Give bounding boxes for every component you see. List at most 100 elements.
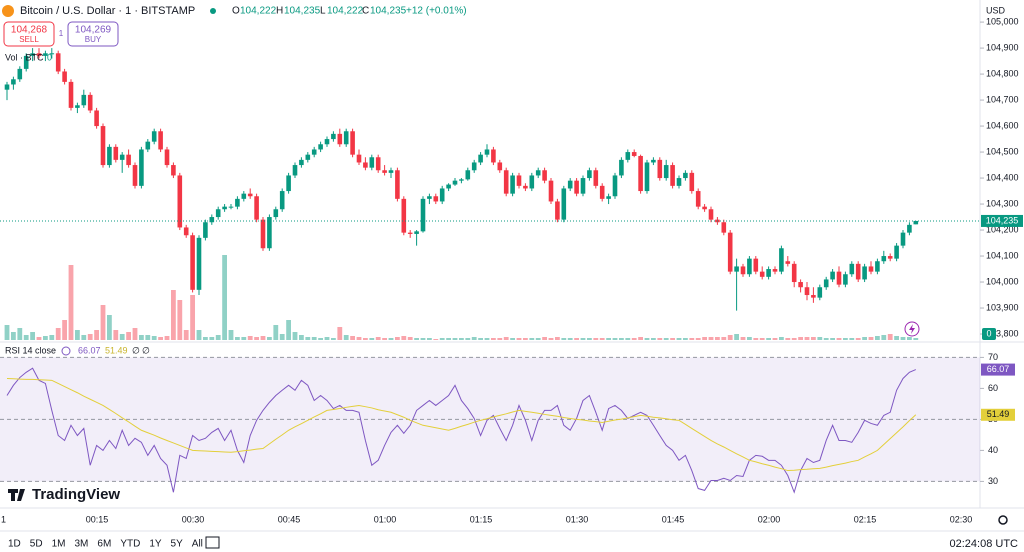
candle-body	[228, 206, 234, 208]
volume-bar	[158, 337, 163, 340]
volume-bar	[836, 338, 842, 340]
period-button[interactable]: 1Y	[149, 539, 162, 550]
volume-bar	[139, 335, 144, 340]
volume-bar	[881, 335, 887, 340]
volume-bar	[305, 337, 311, 340]
period-button[interactable]: 6M	[97, 539, 111, 550]
candle-body	[62, 71, 67, 82]
candle-body	[273, 209, 279, 218]
period-button[interactable]: 5Y	[171, 539, 184, 550]
volume-bar	[599, 338, 605, 340]
volume-bar	[631, 338, 637, 340]
volume-bar	[177, 300, 183, 340]
volume-bar	[535, 338, 541, 340]
candle-body	[510, 175, 515, 194]
candle-body	[695, 191, 701, 207]
candle-body	[497, 162, 503, 171]
period-button[interactable]: YTD	[120, 539, 140, 550]
calendar-icon[interactable]	[205, 536, 220, 549]
y-tick-label: 30	[988, 476, 998, 486]
volume-bar	[145, 335, 151, 340]
candle-body	[107, 146, 112, 166]
volume-bar	[471, 337, 477, 340]
candle-body	[766, 269, 771, 277]
candle-body	[446, 184, 451, 189]
volume-bar	[318, 338, 323, 340]
high: 104,235	[284, 6, 321, 17]
candle-body	[651, 159, 656, 163]
volume-bar	[900, 337, 906, 340]
volume-bar	[638, 337, 643, 340]
candle-body	[75, 105, 80, 108]
volume-bar	[811, 337, 816, 340]
period-button[interactable]: 1M	[52, 539, 66, 550]
candle-body	[247, 193, 253, 197]
volume-bar	[753, 338, 759, 340]
candle-body	[516, 175, 522, 186]
candle-body	[561, 188, 567, 220]
brand: TradingView	[32, 486, 120, 503]
candle-body	[420, 198, 426, 232]
volume-bar	[567, 338, 573, 340]
volume-bar	[689, 338, 695, 340]
candle-body	[638, 155, 643, 192]
candle-body	[299, 159, 304, 166]
buy-button[interactable]	[67, 21, 119, 47]
volume-bar	[209, 337, 215, 340]
candle-body	[587, 170, 592, 179]
settings-icon[interactable]	[998, 515, 1008, 525]
clock: 02:24:08 UTC	[950, 538, 1019, 550]
x-tick-label: 02:15	[854, 514, 877, 524]
y-tick-label: 60	[988, 383, 998, 393]
volume-bar	[203, 337, 208, 340]
x-tick-label: 00:45	[278, 514, 301, 524]
candle-body	[87, 94, 93, 111]
volume-value: 0	[47, 52, 52, 62]
y-tick-label: 104,700	[986, 94, 1019, 104]
volume-bar	[363, 338, 368, 340]
candle-body	[721, 222, 727, 233]
volume-bar	[734, 334, 739, 340]
y-tick-label: 104,000	[986, 276, 1019, 286]
candle-body	[875, 261, 880, 272]
x-tick-label: 01:45	[662, 514, 685, 524]
x-tick-label: 01:30	[566, 514, 589, 524]
candle-body	[331, 133, 336, 140]
candle-body	[337, 133, 343, 145]
candle-body	[900, 232, 906, 246]
volume-bar	[55, 328, 61, 340]
rsi-tag	[981, 363, 1015, 376]
volume-bar	[369, 338, 375, 340]
period-button[interactable]: All	[192, 539, 203, 550]
candle-body	[196, 237, 202, 290]
volume-bar	[555, 337, 560, 340]
x-tick-label: 01:15	[470, 514, 493, 524]
period-button[interactable]: 5D	[30, 539, 43, 550]
candle-body	[49, 53, 55, 55]
y-tick-label: 104,500	[986, 146, 1019, 156]
candle-body	[433, 196, 439, 202]
volume-bar	[190, 295, 195, 340]
candle-body	[311, 149, 317, 155]
y-tick-label: 104,400	[986, 172, 1019, 182]
volume-bar	[625, 338, 631, 340]
candle-body	[94, 110, 99, 127]
volume-bar	[196, 330, 202, 340]
candle-body	[702, 206, 707, 210]
period-button[interactable]: 1D	[8, 539, 21, 550]
candle-body	[580, 178, 586, 194]
volume-bar	[580, 338, 586, 340]
candle-body	[881, 256, 887, 262]
candle-body	[279, 191, 285, 210]
volume-bar	[407, 337, 413, 340]
period-button[interactable]: 3M	[75, 539, 89, 550]
candle-body	[830, 271, 835, 280]
volume-bar	[868, 337, 874, 340]
volume-bar	[823, 338, 829, 340]
volume-bar	[382, 338, 387, 340]
rsi-ma-value: 51.49	[105, 345, 128, 355]
sell-button[interactable]	[3, 21, 55, 47]
x-tick-label: 01:00	[374, 514, 397, 524]
candle-body	[785, 261, 791, 264]
